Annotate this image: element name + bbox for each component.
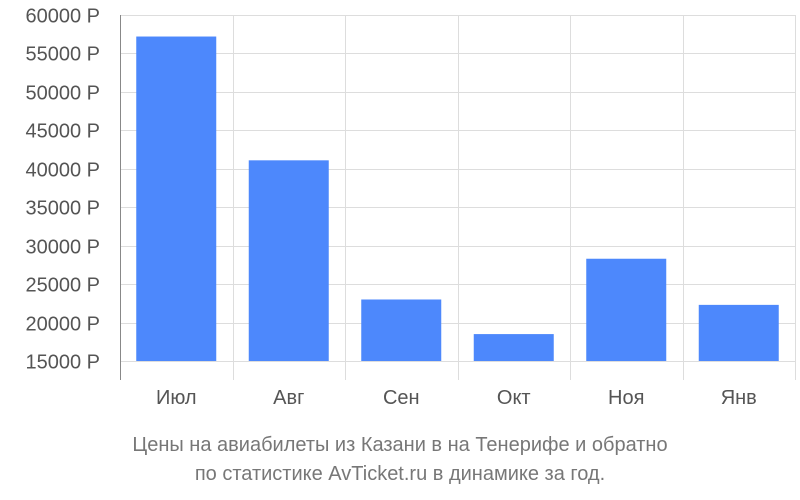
x-tick-label: Окт [497,387,531,409]
x-tick-label: Авг [273,387,304,409]
y-tick-label: 60000 Р [25,6,100,28]
y-tick-label: 15000 Р [25,352,100,374]
bar [698,304,779,361]
x-tick-label: Янв [721,387,757,409]
bar [473,334,554,361]
y-tick-label: 50000 Р [25,83,100,105]
chart-caption-line-1: Цены на авиабилеты из Казани в на Тенери… [132,434,668,456]
y-tick-label: 25000 Р [25,275,100,297]
bar [136,36,217,361]
bars [136,36,779,361]
bar [586,258,667,361]
y-tick-label: 45000 Р [25,121,100,143]
x-tick-label: Июл [156,387,197,409]
x-tick-label: Сен [383,387,420,409]
chart-caption-line-2: по статистике AvTicket.ru в динамике за … [194,463,606,485]
bar [248,160,329,361]
grid-lines [120,15,796,380]
bar [361,299,442,361]
y-tick-label: 40000 Р [25,160,100,182]
y-tick-label: 20000 Р [25,314,100,336]
x-axis-tick-labels: Июл Авг Сен Окт Ноя Янв [156,387,757,409]
y-axis-tick-labels: 15000 Р 20000 Р 25000 Р 30000 Р 35000 Р 40000… [25,6,100,374]
x-tick-label: Ноя [608,387,644,409]
y-tick-label: 55000 Р [25,44,100,66]
y-tick-label: 30000 Р [25,237,100,259]
y-tick-label: 35000 Р [25,198,100,220]
